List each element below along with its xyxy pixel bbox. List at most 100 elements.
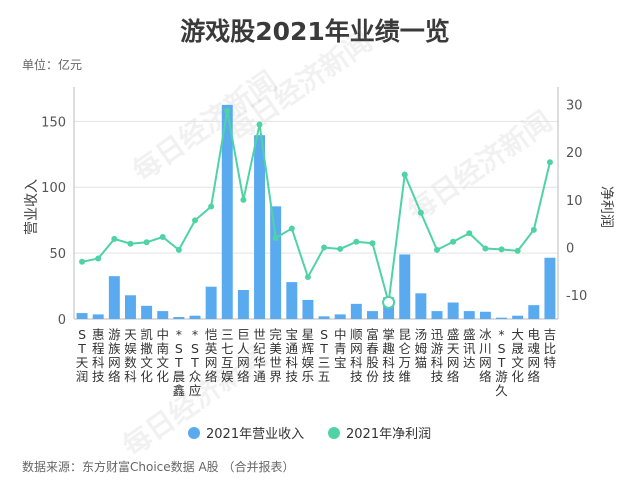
x-tick-label: 冰川网络 bbox=[479, 327, 492, 384]
revenue-bar bbox=[512, 315, 524, 319]
profit-point bbox=[546, 159, 553, 166]
x-tick-label: 凯撒文化 bbox=[140, 327, 153, 384]
profit-point bbox=[272, 234, 279, 241]
profit-point bbox=[450, 238, 457, 245]
profit-point bbox=[288, 225, 295, 232]
x-tick-label: * S T 晨鑫 bbox=[173, 327, 186, 398]
y-axis-title: 营业收入 bbox=[24, 179, 40, 235]
y2-tick-label: 30 bbox=[566, 99, 583, 114]
data-source: 数据来源：东方财富Choice数据 A股 （合并报表） bbox=[22, 460, 295, 474]
revenue-bar bbox=[92, 314, 104, 319]
profit-point bbox=[127, 240, 134, 247]
legend-revenue-swatch bbox=[188, 427, 200, 439]
x-tick-label: 惠程科技 bbox=[92, 327, 105, 384]
revenue-bar bbox=[431, 311, 443, 319]
x-tick-label: 星辉娱乐 bbox=[302, 327, 315, 384]
legend-profit-label: 2021年净利润 bbox=[346, 427, 431, 442]
x-tick-label: 天娱数科 bbox=[124, 327, 137, 384]
revenue-bar bbox=[399, 254, 411, 319]
revenue-bar bbox=[270, 206, 282, 319]
revenue-bar bbox=[205, 286, 217, 319]
profit-point bbox=[466, 230, 473, 237]
y-tick-label: 100 bbox=[41, 181, 66, 196]
x-tick-label: 吉比特 bbox=[544, 327, 557, 370]
x-tick-label: 游族网络 bbox=[108, 327, 121, 384]
x-tick-label: 昆仑万维 bbox=[398, 327, 411, 384]
x-tick-label: 宝通科技 bbox=[286, 327, 299, 384]
profit-point bbox=[240, 196, 247, 203]
profit-point bbox=[530, 226, 537, 233]
profit-point bbox=[514, 247, 521, 254]
x-tick-label: 恺英网络 bbox=[205, 327, 218, 384]
y2-axis-title: 净利润 bbox=[598, 186, 614, 228]
x-tick-label: 三七互娱 bbox=[221, 327, 234, 384]
x-tick-label: * S T 游久 bbox=[495, 327, 508, 398]
revenue-bar bbox=[544, 257, 556, 319]
legend-revenue-label: 2021年营业收入 bbox=[206, 427, 304, 442]
revenue-bar bbox=[124, 295, 136, 319]
profit-point bbox=[417, 209, 424, 216]
x-tick-label: 富春股份 bbox=[366, 327, 379, 384]
x-tick-label: 完美世界 bbox=[269, 327, 282, 384]
revenue-bar bbox=[221, 104, 233, 319]
y2-tick-label: 20 bbox=[566, 146, 583, 161]
revenue-bar bbox=[141, 305, 153, 319]
x-tick-label: * S T 众应 bbox=[189, 327, 202, 398]
profit-point bbox=[224, 107, 231, 114]
profit-point bbox=[353, 238, 360, 245]
profit-point bbox=[434, 246, 440, 253]
revenue-bar bbox=[237, 290, 249, 319]
revenue-bar bbox=[479, 311, 491, 319]
x-tick-label: 世纪华通 bbox=[253, 327, 266, 384]
x-tick-label: 盛讯达 bbox=[463, 327, 476, 370]
revenue-bar bbox=[415, 293, 427, 319]
profit-point bbox=[143, 239, 150, 246]
revenue-bar bbox=[173, 317, 185, 319]
profit-point bbox=[79, 258, 86, 265]
profit-point bbox=[111, 235, 118, 242]
x-tick-label: 中青宝 bbox=[334, 327, 347, 370]
x-tick-label: 电魂网络 bbox=[528, 327, 541, 384]
x-tick-label: 大晟文化 bbox=[511, 327, 524, 384]
revenue-bar bbox=[302, 299, 314, 319]
x-tick-label: S T 三五 bbox=[318, 327, 331, 384]
y2-tick-label: -10 bbox=[566, 289, 587, 304]
y2-tick-label: 0 bbox=[566, 242, 574, 257]
x-tick-label: 巨人网络 bbox=[237, 327, 250, 384]
y-tick-label: 0 bbox=[58, 313, 66, 328]
revenue-bar bbox=[108, 276, 120, 319]
profit-point bbox=[498, 246, 505, 253]
x-tick-label: 迅游科技 bbox=[431, 327, 444, 384]
profit-line bbox=[81, 110, 551, 303]
profit-point bbox=[175, 246, 182, 253]
profit-point bbox=[369, 240, 376, 247]
revenue-bar bbox=[496, 317, 508, 319]
y-tick-label: 50 bbox=[49, 247, 66, 262]
legend-profit-swatch bbox=[328, 427, 340, 439]
x-tick-label: 顺网科技 bbox=[350, 327, 363, 384]
revenue-bar bbox=[366, 311, 378, 319]
revenue-bar bbox=[463, 311, 475, 319]
revenue-bar bbox=[334, 314, 346, 319]
y2-tick-label: 10 bbox=[566, 194, 583, 209]
profit-point bbox=[482, 245, 489, 252]
revenue-bar bbox=[528, 305, 540, 319]
profit-point bbox=[256, 121, 263, 128]
x-tick-label: 掌趣科技 bbox=[382, 327, 395, 384]
x-tick-label: 汤姆猫 bbox=[415, 327, 428, 370]
profit-point bbox=[159, 234, 166, 241]
profit-point bbox=[208, 203, 215, 210]
profit-point bbox=[321, 244, 328, 251]
unit-label: 单位：亿元 bbox=[22, 58, 83, 72]
revenue-bar bbox=[189, 315, 201, 319]
revenue-bar bbox=[157, 311, 169, 319]
y-tick-label: 150 bbox=[41, 115, 66, 130]
revenue-bar bbox=[76, 313, 88, 319]
profit-point-highlight bbox=[382, 295, 396, 309]
x-tick-label: 中南文化 bbox=[156, 327, 169, 384]
profit-point bbox=[304, 274, 311, 281]
profit-point bbox=[401, 171, 408, 178]
profit-point bbox=[95, 255, 102, 262]
profit-point bbox=[337, 245, 344, 252]
